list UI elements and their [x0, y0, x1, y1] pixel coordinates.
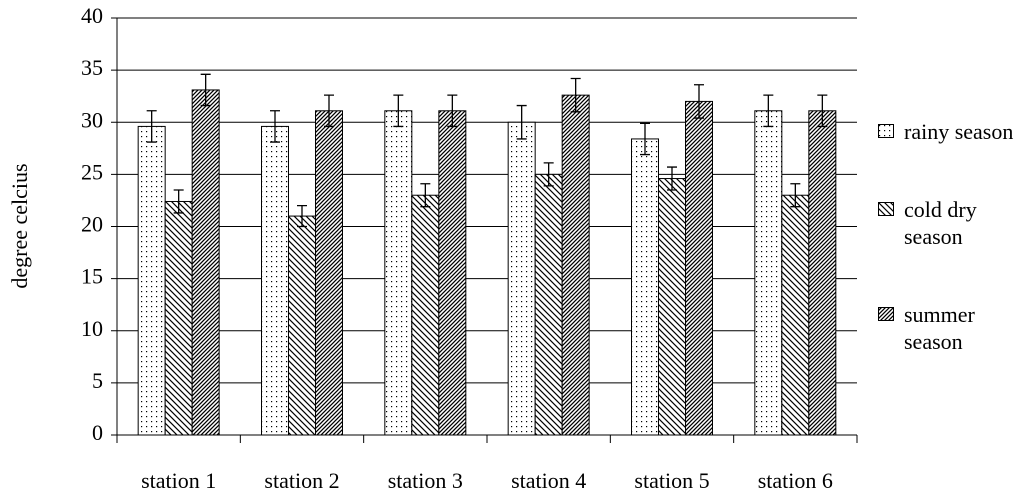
legend-label: cold dry season [904, 196, 1020, 250]
legend: rainy season cold dry season summer season [878, 118, 1020, 406]
legend-item: cold dry season [878, 196, 1020, 250]
legend-swatch [878, 124, 894, 138]
bar [632, 139, 659, 435]
y-tick-label: 35 [81, 55, 103, 80]
bar [686, 101, 713, 435]
bar [439, 111, 466, 435]
chart: degree celcius 0 5 10 15 20 25 30 35 40 station 1… [0, 0, 1024, 499]
page: degree celcius 0 5 10 15 20 25 30 35 40 station 1… [0, 0, 1024, 499]
x-tick-label: station 6 [758, 468, 833, 493]
x-tick-label: station 3 [388, 468, 463, 493]
bar [755, 111, 782, 435]
y-tick-label: 10 [81, 316, 103, 341]
bar [412, 195, 439, 435]
x-tick-label: station 4 [511, 468, 586, 493]
bar [659, 179, 686, 435]
legend-swatch [878, 202, 894, 216]
bar [316, 111, 343, 435]
y-tick-label: 30 [81, 107, 103, 132]
bar [138, 126, 165, 435]
bar [508, 122, 535, 435]
legend-item: rainy season [878, 118, 1020, 145]
bar [809, 111, 836, 435]
y-tick-label: 25 [81, 159, 103, 184]
y-axis-label: degree celcius [7, 163, 32, 288]
legend-item: summer season [878, 301, 1020, 355]
legend-label: summer season [904, 301, 1020, 355]
y-tick-label: 20 [81, 212, 103, 237]
bar [385, 111, 412, 435]
y-tick-label: 0 [92, 420, 103, 445]
bar [535, 174, 562, 435]
legend-label: rainy season [904, 118, 1020, 145]
y-tick-label: 15 [81, 264, 103, 289]
legend-swatch [878, 307, 894, 321]
bar [562, 95, 589, 435]
x-tick-label: station 2 [264, 468, 339, 493]
bar [262, 126, 289, 435]
bar [165, 201, 192, 435]
y-tick-label: 5 [92, 368, 103, 393]
x-tick-label: station 5 [634, 468, 709, 493]
bar [782, 195, 809, 435]
bar [289, 216, 316, 435]
x-tick-label: station 1 [141, 468, 216, 493]
y-tick-label: 40 [81, 3, 103, 28]
bar [192, 90, 219, 435]
